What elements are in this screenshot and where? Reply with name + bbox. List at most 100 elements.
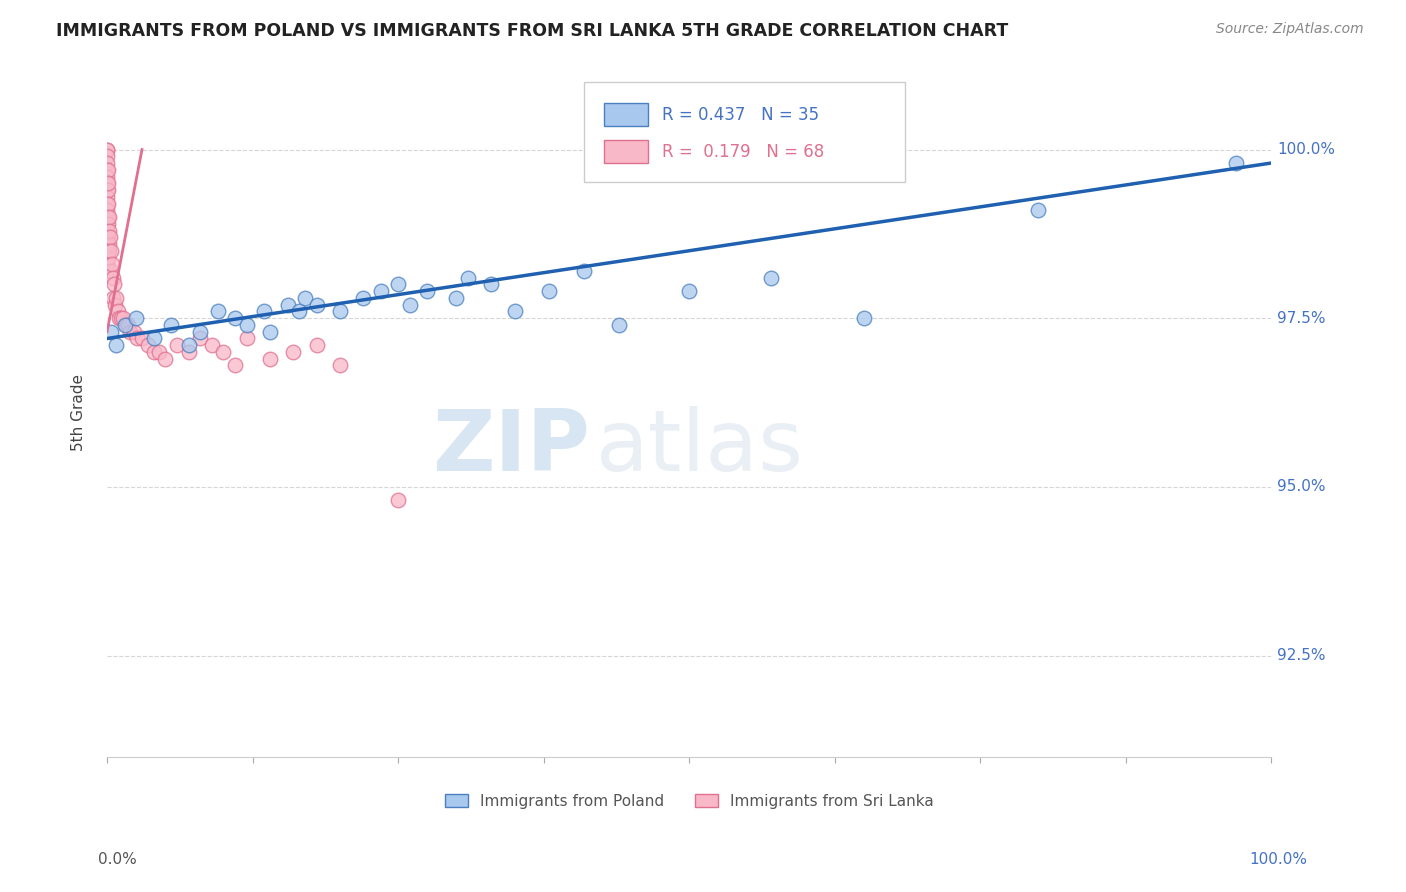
Point: [288, 304, 311, 318]
Point: [120, 325, 142, 339]
Text: IMMIGRANTS FROM POLAND VS IMMIGRANTS FROM SRI LANKA 5TH GRADE CORRELATION CHART: IMMIGRANTS FROM POLAND VS IMMIGRANTS FRO…: [56, 22, 1008, 40]
Point: [122, 325, 145, 339]
Point: [277, 298, 299, 312]
Point: [224, 311, 246, 326]
Point: [97, 251, 120, 265]
Point: [96, 230, 118, 244]
Point: [96, 143, 118, 157]
Point: [97, 162, 120, 177]
Point: [96, 217, 118, 231]
Point: [96, 183, 118, 197]
Point: [96, 169, 118, 184]
Point: [110, 311, 132, 326]
Point: [100, 325, 122, 339]
Text: atlas: atlas: [596, 406, 804, 489]
Point: [96, 176, 118, 190]
FancyBboxPatch shape: [585, 82, 904, 182]
Point: [503, 304, 526, 318]
Point: [446, 291, 468, 305]
Point: [104, 298, 127, 312]
Point: [105, 338, 128, 352]
Point: [97, 237, 120, 252]
Point: [236, 331, 259, 345]
Point: [136, 338, 159, 352]
Point: [212, 345, 235, 359]
Point: [142, 345, 165, 359]
Text: 92.5%: 92.5%: [1277, 648, 1326, 664]
Point: [259, 325, 281, 339]
Point: [283, 345, 305, 359]
Point: [103, 277, 125, 292]
Point: [1028, 203, 1050, 218]
Point: [96, 244, 118, 258]
Point: [96, 257, 118, 271]
Point: [253, 304, 276, 318]
Point: [96, 223, 118, 237]
Point: [97, 244, 120, 258]
Point: [100, 264, 122, 278]
Point: [96, 237, 118, 252]
Point: [160, 318, 183, 332]
Point: [329, 304, 352, 318]
Text: ZIP: ZIP: [433, 406, 591, 489]
Text: 0.0%: 0.0%: [98, 852, 138, 867]
Point: [538, 285, 561, 299]
Point: [96, 203, 118, 218]
Point: [387, 493, 409, 508]
Point: [96, 143, 118, 157]
Point: [100, 257, 122, 271]
Point: [352, 291, 374, 305]
Point: [97, 210, 120, 224]
Point: [305, 298, 328, 312]
Point: [177, 338, 200, 352]
Point: [100, 244, 122, 258]
Text: R = 0.437   N = 35: R = 0.437 N = 35: [662, 105, 820, 124]
Point: [188, 331, 211, 345]
Point: [166, 338, 188, 352]
Text: Source: ZipAtlas.com: Source: ZipAtlas.com: [1216, 22, 1364, 37]
Point: [305, 338, 328, 352]
Point: [1225, 156, 1247, 170]
Bar: [605, 103, 648, 126]
Point: [148, 345, 170, 359]
Point: [96, 210, 118, 224]
Point: [479, 277, 502, 292]
Point: [387, 277, 409, 292]
Point: [97, 210, 120, 224]
Point: [101, 291, 124, 305]
Point: [96, 251, 118, 265]
Point: [114, 318, 136, 332]
Bar: [605, 140, 648, 163]
Point: [96, 149, 118, 163]
Text: 100.0%: 100.0%: [1250, 852, 1308, 867]
Point: [142, 331, 165, 345]
Point: [678, 285, 700, 299]
Point: [96, 196, 118, 211]
Point: [294, 291, 316, 305]
Point: [96, 156, 118, 170]
Point: [607, 318, 630, 332]
Point: [759, 270, 782, 285]
Point: [107, 311, 129, 326]
Point: [125, 311, 148, 326]
Point: [101, 270, 124, 285]
Text: 100.0%: 100.0%: [1277, 142, 1336, 157]
Point: [416, 285, 439, 299]
Point: [97, 217, 120, 231]
Point: [96, 162, 118, 177]
Text: 95.0%: 95.0%: [1277, 480, 1326, 494]
Point: [98, 244, 121, 258]
Point: [259, 351, 281, 366]
Point: [457, 270, 479, 285]
Point: [329, 359, 352, 373]
Point: [131, 331, 153, 345]
Text: R =  0.179   N = 68: R = 0.179 N = 68: [662, 143, 825, 161]
Point: [107, 304, 129, 318]
Point: [188, 325, 211, 339]
Point: [105, 291, 128, 305]
Point: [98, 223, 121, 237]
Point: [370, 285, 392, 299]
Point: [398, 298, 420, 312]
Point: [236, 318, 259, 332]
Point: [224, 359, 246, 373]
